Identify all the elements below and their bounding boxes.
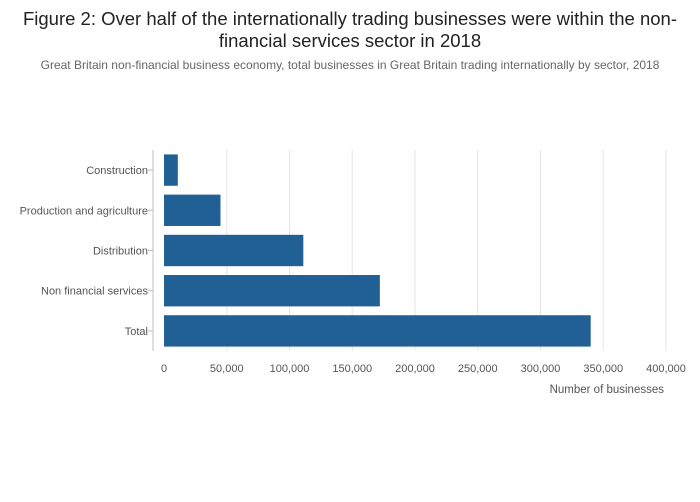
x-tick-label: 300,000 [521,363,561,375]
x-tick-label: 400,000 [646,363,686,375]
x-tick-label: 350,000 [583,363,623,375]
bar [164,154,178,186]
bar [164,315,591,347]
x-tick-label: 100,000 [270,363,310,375]
x-tick-label: 150,000 [332,363,372,375]
x-tick-label: 0 [161,363,167,375]
bar [164,275,380,307]
x-axis-title: Number of businesses [550,384,665,396]
x-tick-label: 50,000 [210,363,244,375]
category-label: Distribution [93,246,148,258]
category-label: Production and agriculture [20,205,148,217]
x-tick-label: 250,000 [458,363,498,375]
chart-title: Figure 2: Over half of the international… [22,8,678,51]
x-tick-label: 200,000 [395,363,435,375]
category-label: Non financial services [41,286,148,298]
bar [164,234,304,267]
chart-subtitle: Great Britain non-financial business eco… [40,58,660,72]
category-label: Construction [86,165,148,177]
bar [164,194,221,226]
category-label: Total [125,326,148,338]
